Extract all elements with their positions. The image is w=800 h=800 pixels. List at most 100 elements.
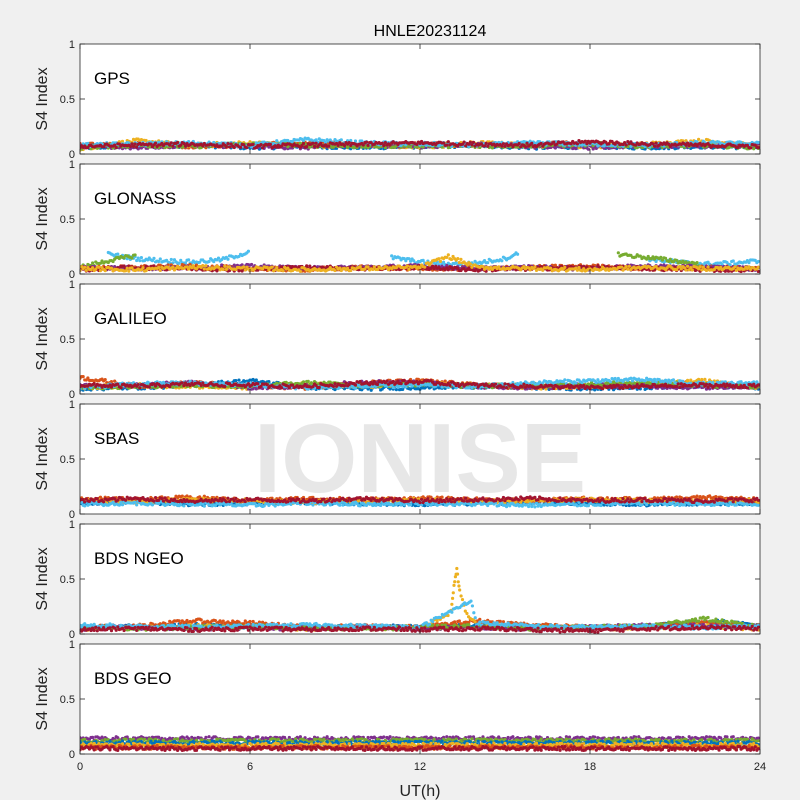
data-point: [90, 261, 95, 265]
data-point: [454, 261, 458, 265]
data-point: [135, 145, 139, 149]
data-point: [122, 264, 126, 268]
data-point: [223, 264, 227, 268]
data-point: [175, 140, 180, 145]
data-point: [500, 259, 504, 263]
data-point: [103, 269, 107, 273]
data-point: [660, 258, 665, 262]
data-point: [97, 265, 101, 269]
data-point: [361, 143, 365, 147]
data-point: [268, 142, 273, 147]
data-point: [638, 254, 642, 258]
data-point: [383, 140, 387, 145]
data-point: [583, 139, 587, 143]
data-point: [674, 258, 679, 262]
data-point: [445, 255, 449, 260]
data-point: [312, 144, 317, 148]
data-point: [157, 259, 161, 264]
data-point: [333, 268, 337, 273]
data-point: [171, 265, 175, 269]
data-point: [756, 269, 760, 274]
data-point: [522, 264, 526, 269]
data-point: [663, 256, 668, 260]
data-point: [585, 142, 589, 146]
data-point: [471, 140, 476, 145]
data-point: [279, 265, 284, 269]
data-point: [654, 141, 658, 145]
data-point: [407, 267, 411, 271]
data-point: [136, 256, 140, 260]
data-point: [415, 145, 419, 149]
data-point: [133, 253, 137, 257]
data-point: [408, 145, 413, 149]
data-point: [120, 139, 125, 143]
data-point: [301, 138, 306, 143]
data-point: [102, 145, 106, 149]
data-point: [748, 146, 753, 150]
data-point: [756, 140, 760, 145]
data-point: [586, 147, 591, 151]
data-point: [275, 139, 279, 143]
data-point: [385, 265, 389, 269]
data-point: [497, 265, 501, 269]
data-point: [382, 143, 386, 148]
data-point: [301, 141, 306, 146]
panel-label: GPS: [94, 69, 130, 88]
data-point: [227, 145, 232, 149]
data-point: [462, 140, 466, 144]
data-point: [430, 264, 435, 268]
data-point: [366, 143, 370, 147]
data-point: [646, 254, 650, 259]
data-point: [726, 269, 731, 273]
data-point: [168, 261, 172, 265]
data-point: [207, 259, 211, 264]
data-point: [549, 266, 553, 270]
data-point: [383, 146, 387, 150]
data-point: [438, 259, 443, 263]
data-point: [216, 265, 221, 269]
data-point: [358, 265, 362, 269]
data-point: [553, 263, 557, 267]
data-point: [224, 267, 228, 272]
data-point: [470, 143, 474, 147]
data-point: [90, 266, 95, 270]
data-point: [539, 141, 543, 146]
data-point: [202, 267, 206, 271]
data-point: [224, 144, 228, 149]
data-point: [423, 265, 427, 269]
data-point: [298, 269, 302, 273]
data-point: [486, 261, 490, 265]
data-point: [390, 254, 394, 258]
data-point: [183, 144, 188, 148]
data-point: [260, 146, 265, 150]
data-point: [157, 265, 161, 270]
data-point: [308, 264, 312, 268]
data-point: [201, 144, 205, 148]
data-point: [470, 265, 474, 269]
data-point: [327, 144, 331, 148]
data-point: [484, 141, 488, 145]
data-point: [98, 261, 103, 265]
data-point: [405, 264, 410, 268]
data-point: [270, 265, 274, 269]
data-point: [541, 268, 545, 272]
series-4: [616, 251, 704, 269]
data-point: [446, 253, 450, 257]
data-point: [238, 145, 243, 149]
data-point: [695, 140, 699, 144]
data-points: [80, 136, 760, 152]
data-point: [468, 262, 472, 266]
data-point: [486, 144, 490, 148]
data-point: [305, 145, 309, 149]
data-point: [198, 260, 202, 264]
data-point: [445, 263, 449, 268]
data-point: [183, 261, 188, 265]
data-point: [442, 141, 446, 145]
data-point: [308, 145, 312, 149]
data-point: [380, 141, 384, 145]
data-point: [552, 140, 556, 144]
data-point: [345, 266, 350, 270]
data-point: [366, 265, 370, 269]
data-point: [204, 264, 208, 268]
